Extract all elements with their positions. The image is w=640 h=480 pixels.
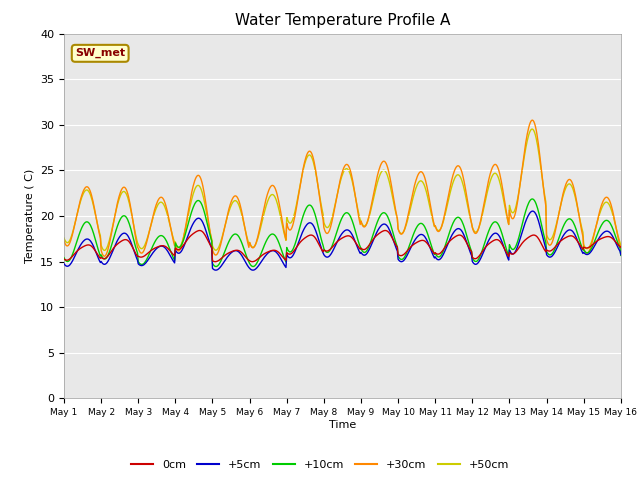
Text: SW_met: SW_met: [75, 48, 125, 59]
Title: Water Temperature Profile A: Water Temperature Profile A: [235, 13, 450, 28]
X-axis label: Time: Time: [329, 420, 356, 430]
Y-axis label: Temperature ( C): Temperature ( C): [24, 169, 35, 263]
Legend: 0cm, +5cm, +10cm, +30cm, +50cm: 0cm, +5cm, +10cm, +30cm, +50cm: [126, 456, 514, 474]
